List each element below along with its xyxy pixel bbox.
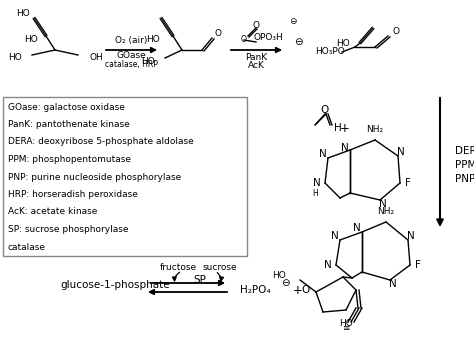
Text: H: H (312, 189, 318, 197)
Text: O₂ (air): O₂ (air) (115, 35, 147, 45)
Text: glucose-1-phosphate: glucose-1-phosphate (60, 280, 170, 290)
Text: NH₂: NH₂ (366, 125, 383, 135)
Text: HO: HO (8, 52, 22, 62)
Text: AcK: AcK (247, 62, 264, 71)
Text: O: O (393, 27, 400, 37)
Text: H₂PO₄: H₂PO₄ (240, 285, 270, 295)
Text: PanK: pantothenate kinase: PanK: pantothenate kinase (8, 120, 130, 129)
Text: HO: HO (146, 35, 160, 45)
Text: HRP: horseradish peroxidase: HRP: horseradish peroxidase (8, 190, 138, 199)
Text: OH: OH (90, 52, 104, 62)
Text: O: O (253, 21, 259, 29)
Text: +: + (340, 121, 350, 135)
Text: HO: HO (141, 57, 155, 67)
Text: HO₃PO: HO₃PO (315, 48, 345, 56)
Text: HO: HO (24, 35, 38, 45)
Text: O: O (241, 35, 247, 45)
Text: N: N (341, 143, 349, 153)
Text: HO: HO (336, 39, 350, 48)
Text: N: N (389, 279, 397, 289)
Text: N: N (407, 231, 415, 241)
Text: OPO₃H: OPO₃H (253, 33, 283, 43)
Text: O: O (215, 29, 222, 39)
Text: F: F (405, 178, 411, 188)
Text: catalase: catalase (8, 242, 46, 251)
Text: HO: HO (272, 271, 286, 281)
Text: sucrose: sucrose (203, 264, 237, 272)
Text: +: + (293, 284, 303, 296)
Text: ⊖: ⊖ (293, 37, 302, 47)
Text: DERA: deoxyribose 5-phosphate aldolase: DERA: deoxyribose 5-phosphate aldolase (8, 138, 194, 146)
Text: GOase: galactose oxidase: GOase: galactose oxidase (8, 102, 125, 112)
Text: N: N (324, 260, 332, 270)
Text: catalase, HRP: catalase, HRP (105, 59, 157, 69)
Text: O: O (302, 285, 310, 295)
Text: NH₂: NH₂ (377, 208, 394, 217)
Text: AcK: acetate kinase: AcK: acetate kinase (8, 208, 97, 217)
Bar (3, 97, 247, 256)
Text: PPM: phosphopentomutase: PPM: phosphopentomutase (8, 155, 131, 164)
Text: H: H (334, 123, 342, 133)
Text: ⊖: ⊖ (281, 278, 289, 288)
Text: PNP: purine nucleoside phosphorylase: PNP: purine nucleoside phosphorylase (8, 172, 181, 182)
Text: F: F (415, 260, 421, 270)
Text: SP: SP (193, 275, 207, 285)
Text: N: N (331, 231, 339, 241)
Text: N: N (353, 223, 361, 233)
Text: HO: HO (339, 319, 353, 329)
Text: N: N (319, 149, 327, 159)
Text: N: N (379, 199, 387, 209)
Text: ≡: ≡ (342, 323, 350, 333)
Text: PanK: PanK (245, 52, 267, 62)
Text: N: N (397, 147, 405, 157)
Text: HO: HO (16, 9, 30, 19)
Text: O: O (321, 105, 329, 115)
Text: ⊖: ⊖ (289, 18, 297, 26)
Text: N: N (313, 178, 321, 188)
Text: SP: sucrose phosphorylase: SP: sucrose phosphorylase (8, 225, 128, 234)
Text: DERA
PPM
PNP: DERA PPM PNP (455, 146, 474, 184)
Text: fructose: fructose (159, 264, 197, 272)
Text: GOase: GOase (116, 50, 146, 59)
